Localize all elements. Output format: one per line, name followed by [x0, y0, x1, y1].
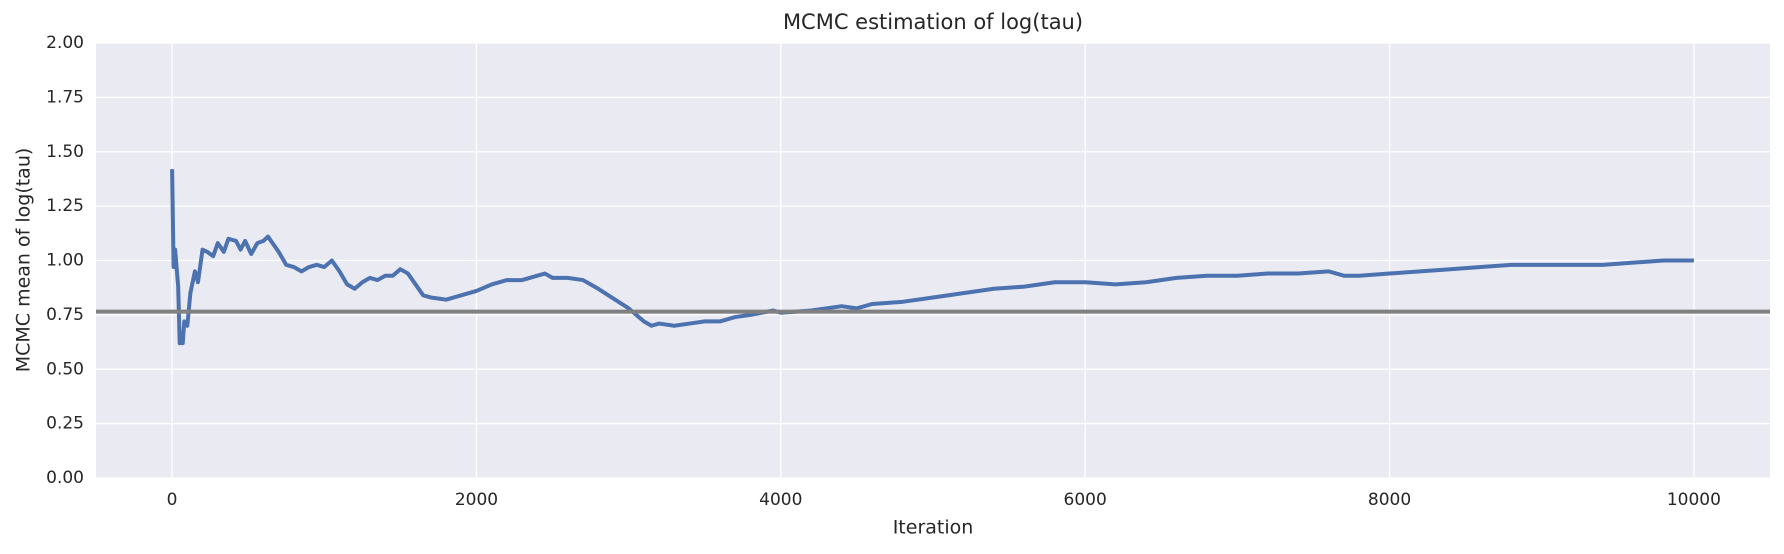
y-tick-label: 0.50: [46, 359, 84, 379]
y-tick-label: 0.25: [46, 414, 84, 434]
y-tick-label: 2.00: [46, 33, 84, 53]
y-tick-label: 0.00: [46, 468, 84, 488]
chart-title: MCMC estimation of log(tau): [783, 10, 1083, 34]
y-tick-label: 1.00: [46, 251, 84, 271]
y-tick-label: 0.75: [46, 305, 84, 325]
x-tick-label: 2000: [455, 490, 498, 510]
y-tick-label: 1.25: [46, 196, 84, 216]
x-axis-label: Iteration: [893, 517, 974, 539]
x-tick-label: 8000: [1368, 490, 1411, 510]
y-tick-label: 1.50: [46, 142, 84, 162]
x-tick-label: 10000: [1667, 490, 1721, 510]
y-tick-label: 1.75: [46, 87, 84, 107]
x-tick-label: 4000: [759, 490, 802, 510]
x-tick-label: 6000: [1064, 490, 1107, 510]
series-line: [170, 169, 1694, 346]
x-tick-label: 0: [167, 490, 178, 510]
y-axis-label: MCMC mean of log(tau): [13, 148, 35, 373]
